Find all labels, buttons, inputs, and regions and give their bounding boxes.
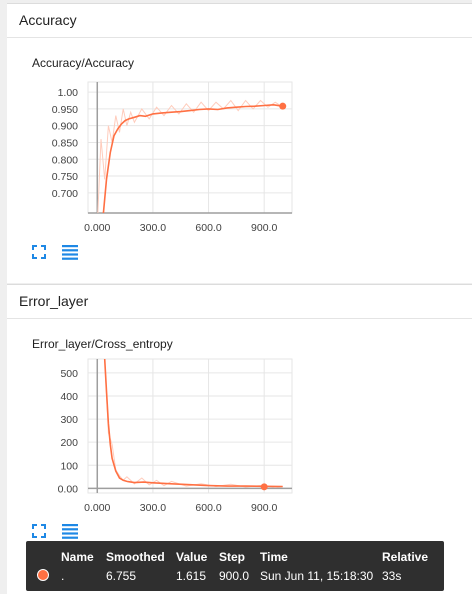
fullscreen-icon[interactable] — [30, 243, 48, 261]
series-color-swatch — [37, 569, 49, 581]
tooltip-cell-relative: 33s — [382, 569, 402, 583]
fullscreen-icon[interactable] — [30, 522, 48, 540]
menu-lines-icon[interactable] — [61, 243, 79, 261]
tooltip-header-time: Time — [260, 550, 288, 564]
tooltip-cell-value: 1.615 — [176, 569, 207, 583]
cross-entropy-card-title: Error_layer/Cross_entropy — [32, 337, 173, 351]
tooltip-header-step: Step — [219, 550, 246, 564]
accuracy-card-title: Accuracy/Accuracy — [32, 56, 135, 70]
chart-tooltip: Name Smoothed Value Step Time Relative .… — [26, 541, 444, 591]
menu-lines-icon[interactable] — [61, 522, 79, 540]
tooltip-cell-time: Sun Jun 11, 15:18:30 — [260, 569, 374, 583]
accuracy-section: Accuracy Accuracy/Accuracy — [7, 3, 472, 283]
error-layer-section-header[interactable]: Error_layer — [7, 285, 472, 319]
accuracy-section-header[interactable]: Accuracy — [7, 4, 472, 38]
tooltip-header-name: Name — [61, 550, 94, 564]
tooltip-header-relative: Relative — [382, 550, 429, 564]
tooltip-cell-name: . — [61, 569, 65, 583]
tooltip-header-smoothed: Smoothed — [106, 550, 165, 564]
tooltip-cell-smoothed: 6.755 — [106, 569, 137, 583]
tooltip-cell-step: 900.0 — [219, 569, 250, 583]
tooltip-header-value: Value — [176, 550, 208, 564]
